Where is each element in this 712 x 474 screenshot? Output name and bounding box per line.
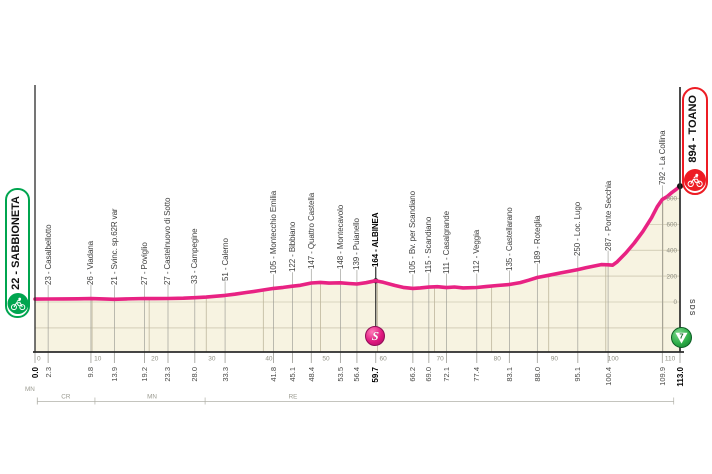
x-axis-tick-label: 60 bbox=[379, 356, 387, 363]
province-label: MN bbox=[147, 394, 157, 401]
x-axis-tick-label: 0 bbox=[37, 356, 41, 363]
sprint-s-icon: S bbox=[370, 329, 380, 343]
x-axis-tick-label: 70 bbox=[437, 356, 445, 363]
province-label: RE bbox=[289, 394, 298, 401]
start-cyclist-icon bbox=[7, 293, 28, 314]
x-axis-tick-label: 90 bbox=[551, 356, 559, 363]
triangle-7-icon: 7 bbox=[675, 332, 688, 344]
y-axis-tick-label: 800 bbox=[666, 196, 677, 203]
sds-mark: SDS bbox=[688, 299, 695, 317]
finish-cyclist-icon bbox=[684, 169, 706, 191]
svg-text:7: 7 bbox=[679, 332, 683, 341]
start-label-box: 22 - SABBIONETA bbox=[5, 188, 30, 318]
x-axis-tick-label: 50 bbox=[322, 356, 330, 363]
x-axis-tick-label: 80 bbox=[494, 356, 502, 363]
y-axis-tick-label: 0 bbox=[673, 299, 677, 306]
y-axis-tick-label: 600 bbox=[666, 221, 677, 228]
y-axis-tick-label: 400 bbox=[666, 247, 677, 254]
profile-area-fill bbox=[35, 186, 680, 352]
x-axis-tick-label: 20 bbox=[151, 356, 159, 363]
finish-label: 894 - TOANO bbox=[687, 95, 699, 163]
finish-green-badge: 7 bbox=[671, 327, 692, 348]
finish-label-box: 894 - TOANO bbox=[682, 87, 708, 195]
elevation-profile-line bbox=[33, 184, 682, 302]
start-label: 22 - SABBIONETA bbox=[10, 196, 22, 290]
province-label: MN bbox=[25, 386, 35, 393]
intermediate-sprint-badge: S bbox=[365, 326, 385, 346]
x-axis-tick-label: 110 bbox=[665, 356, 676, 363]
y-axis-tick-label: 200 bbox=[666, 273, 677, 280]
province-label: CR bbox=[61, 394, 71, 401]
x-axis-tick-label: 30 bbox=[208, 356, 216, 363]
x-axis-tick-label: 10 bbox=[94, 356, 102, 363]
x-axis-tick-label: 100 bbox=[608, 356, 619, 363]
x-axis-tick-label: 40 bbox=[265, 356, 273, 363]
